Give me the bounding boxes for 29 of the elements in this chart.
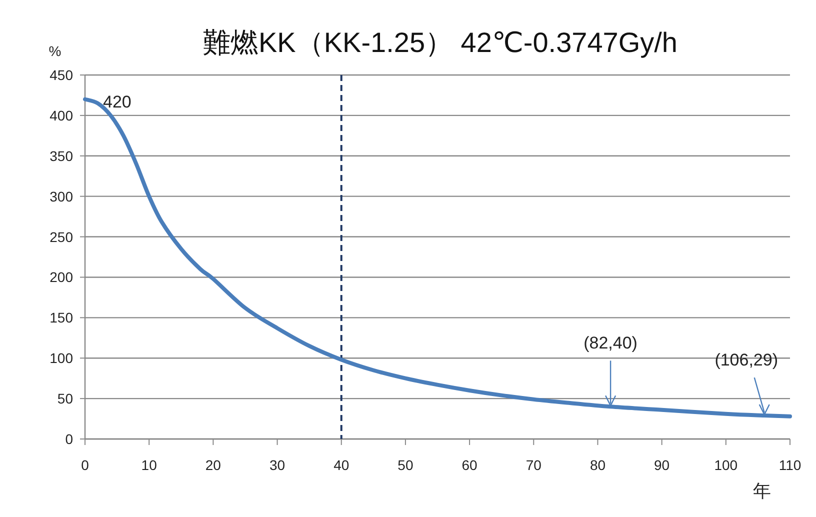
y-tick-label: 100 [50, 350, 74, 366]
y-tick-label: 50 [57, 390, 74, 407]
y-tick-label: 400 [50, 107, 74, 124]
x-tick-label: 80 [590, 457, 606, 473]
x-tick-label: 40 [334, 457, 350, 473]
x-axis-title: 年 [753, 481, 771, 501]
chart-title: 難燃KK（KK-1.25） 42℃-0.3747Gy/h [202, 27, 678, 58]
line-series [83, 97, 792, 418]
y-axis-title: % [48, 43, 62, 59]
y-tick-label: 0 [65, 431, 74, 447]
y-tick-label: 250 [50, 228, 74, 245]
x-tick-label: 100 [714, 457, 738, 473]
y-tick-label: 350 [50, 148, 74, 164]
y-tick-label: 450 [50, 67, 74, 83]
x-tick-label: 90 [654, 457, 670, 473]
x-tick-label: 50 [398, 457, 414, 473]
x-tick-label: 10 [141, 457, 158, 473]
x-tick-label: 70 [526, 457, 542, 473]
y-tick-label: 150 [50, 310, 74, 326]
annotation: (82,40) [584, 334, 638, 353]
x-tick-label: 0 [81, 457, 90, 473]
x-tick-label: 30 [269, 457, 286, 473]
annotation: 420 [103, 92, 132, 112]
annotation: (106,29) [714, 350, 778, 370]
x-tick-label: 20 [205, 457, 222, 473]
x-tick-label: 110 [778, 457, 802, 473]
y-tick-label: 300 [50, 188, 74, 204]
y-tick-label: 200 [50, 269, 74, 286]
x-tick-label: 60 [462, 457, 478, 473]
